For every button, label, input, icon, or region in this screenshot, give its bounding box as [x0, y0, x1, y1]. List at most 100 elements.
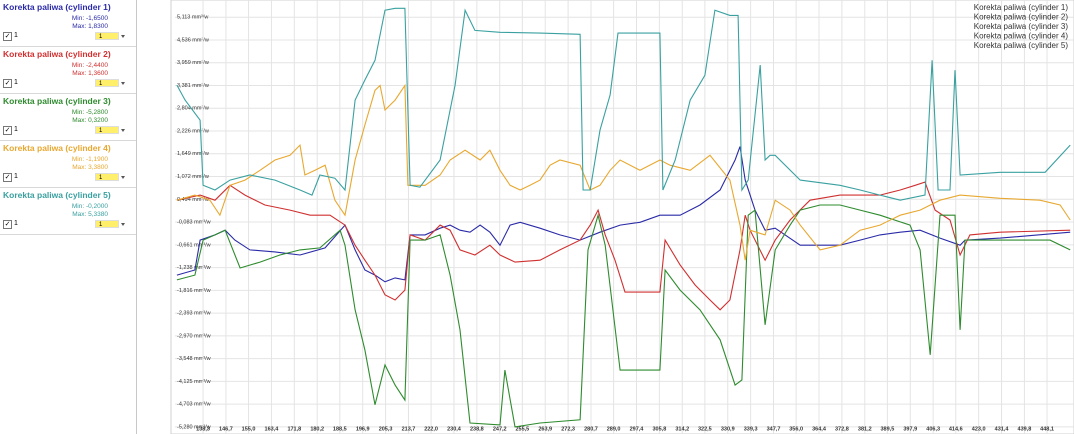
legend-entry: Korekta paliwa (cylinder 1): [974, 3, 1069, 12]
y-tick-label: -0,083 mm³/w: [177, 219, 211, 225]
x-tick-label: 230,4: [447, 426, 462, 432]
max-value: Max: 0,3200: [72, 117, 108, 124]
dropdown[interactable]: 1: [95, 126, 125, 134]
y-tick-label: 3,381 mm³/w: [177, 83, 209, 89]
legend-entry: Korekta paliwa (cylinder 4): [974, 32, 1069, 41]
checkbox-label: 1: [14, 32, 18, 39]
x-tick-label: 289,0: [607, 426, 621, 432]
panel-title: Korekta paliwa (cylinder 1): [3, 2, 111, 12]
x-tick-label: 372,8: [835, 426, 849, 432]
plot-area: [170, 0, 1074, 434]
x-tick-label: 180,2: [310, 426, 324, 432]
min-value: Min: -2,4400: [71, 62, 108, 69]
x-tick-label: 155,0: [242, 426, 256, 432]
sidebar: Korekta paliwa (cylinder 1) Min: -1,6500 M…: [0, 0, 137, 434]
x-tick-label: 222,0: [424, 426, 438, 432]
x-tick-label: 263,9: [538, 426, 552, 432]
checkbox-label: 1: [14, 220, 18, 227]
checkbox[interactable]: ✓: [3, 173, 12, 182]
panel-title: Korekta paliwa (cylinder 4): [3, 143, 111, 153]
checkbox-label: 1: [14, 79, 18, 86]
x-tick-label: 213,7: [402, 426, 416, 432]
series-panel: Korekta paliwa (cylinder 4) Min: -1,1900 M…: [0, 141, 136, 188]
x-tick-label: 188,5: [333, 426, 347, 432]
checkbox-label: 1: [14, 126, 18, 133]
x-tick-label: 138,3: [196, 426, 210, 432]
max-value: Max: 1,8300: [72, 23, 108, 30]
x-tick-label: 381,2: [858, 426, 872, 432]
y-tick-label: -1,816 mm³/w: [177, 288, 211, 294]
panel-title: Korekta paliwa (cylinder 3): [3, 96, 111, 106]
y-tick-label: 1,072 mm³/w: [177, 174, 209, 180]
max-value: Max: 1,3600: [72, 70, 108, 77]
series-panel: Korekta paliwa (cylinder 3) Min: -5,2800 M…: [0, 94, 136, 141]
x-tick-label: 163,4: [265, 426, 280, 432]
y-tick-label: -5,280 mm³/w: [177, 424, 211, 430]
checkbox[interactable]: ✓: [3, 126, 12, 135]
series-panel: Korekta paliwa (cylinder 2) Min: -2,4400 M…: [0, 47, 136, 94]
dropdown[interactable]: 1: [95, 220, 125, 228]
x-tick-label: 364,4: [812, 426, 827, 432]
x-tick-label: 280,7: [584, 426, 598, 432]
legend-entry: Korekta paliwa (cylinder 3): [974, 22, 1069, 31]
x-tick-label: 314,2: [675, 426, 689, 432]
x-tick-label: 322,5: [698, 426, 712, 432]
x-tick-label: 356,0: [789, 426, 803, 432]
series-line: [176, 7, 1071, 201]
dropdown[interactable]: 1: [95, 173, 125, 181]
min-value: Min: -1,1900: [71, 156, 108, 163]
x-tick-label: 272,3: [561, 426, 575, 432]
y-tick-label: 3,959 mm³/w: [177, 60, 209, 66]
x-tick-label: 171,8: [287, 426, 301, 432]
series-line: [176, 204, 1071, 428]
checkbox[interactable]: ✓: [3, 79, 12, 88]
dropdown[interactable]: 1: [95, 32, 125, 40]
y-tick-label: -4,703 mm³/w: [177, 402, 211, 408]
x-tick-label: 196,9: [356, 426, 370, 432]
y-tick-label: -3,548 mm³/w: [177, 356, 211, 362]
y-tick-label: -2,970 mm³/w: [177, 333, 211, 339]
x-tick-label: 448,1: [1040, 426, 1054, 432]
legend-entry: Korekta paliwa (cylinder 2): [974, 13, 1069, 22]
x-tick-label: 431,4: [995, 426, 1010, 432]
x-tick-label: 389,5: [881, 426, 895, 432]
x-tick-label: 146,7: [219, 426, 233, 432]
x-tick-label: 247,2: [493, 426, 507, 432]
series-line: [176, 181, 1071, 311]
y-tick-label: 4,536 mm³/w: [177, 37, 209, 43]
x-tick-label: 339,3: [744, 426, 758, 432]
series-line: [176, 83, 1071, 261]
x-tick-label: 255,5: [515, 426, 529, 432]
series-panel: Korekta paliwa (cylinder 5) Min: -0,2000 M…: [0, 188, 136, 235]
min-value: Min: -5,2800: [71, 109, 108, 116]
x-tick-label: 205,3: [379, 426, 393, 432]
x-tick-label: 238,8: [470, 426, 484, 432]
x-tick-label: 347,7: [767, 426, 781, 432]
y-tick-label: 2,226 mm³/w: [177, 128, 209, 134]
y-tick-label: -0,661 mm³/w: [177, 242, 211, 248]
y-tick-label: 1,649 mm³/w: [177, 151, 209, 157]
y-tick-label: 2,804 mm³/w: [177, 106, 209, 112]
y-tick-label: -1,238 mm³/w: [177, 265, 211, 271]
checkbox-label: 1: [14, 173, 18, 180]
x-tick-label: 297,4: [630, 426, 645, 432]
x-tick-label: 423,0: [972, 426, 986, 432]
x-tick-label: 414,6: [949, 426, 963, 432]
series-panel: Korekta paliwa (cylinder 1) Min: -1,6500 M…: [0, 0, 136, 47]
x-tick-label: 305,8: [652, 426, 666, 432]
x-tick-label: 397,9: [903, 426, 917, 432]
min-value: Min: -1,6500: [71, 15, 108, 22]
max-value: Max: 5,3380: [72, 211, 108, 218]
dropdown[interactable]: 1: [95, 79, 125, 87]
x-tick-label: 406,3: [926, 426, 940, 432]
panel-title: Korekta paliwa (cylinder 2): [3, 49, 111, 59]
min-value: Min: -0,2000: [71, 203, 108, 210]
checkbox[interactable]: ✓: [3, 32, 12, 41]
panel-title: Korekta paliwa (cylinder 5): [3, 190, 111, 200]
y-tick-label: 5,113 mm³/w: [177, 15, 208, 21]
max-value: Max: 3,3800: [72, 164, 108, 171]
checkbox[interactable]: ✓: [3, 220, 12, 229]
y-tick-label: 0,494 mm³/w: [177, 197, 209, 203]
